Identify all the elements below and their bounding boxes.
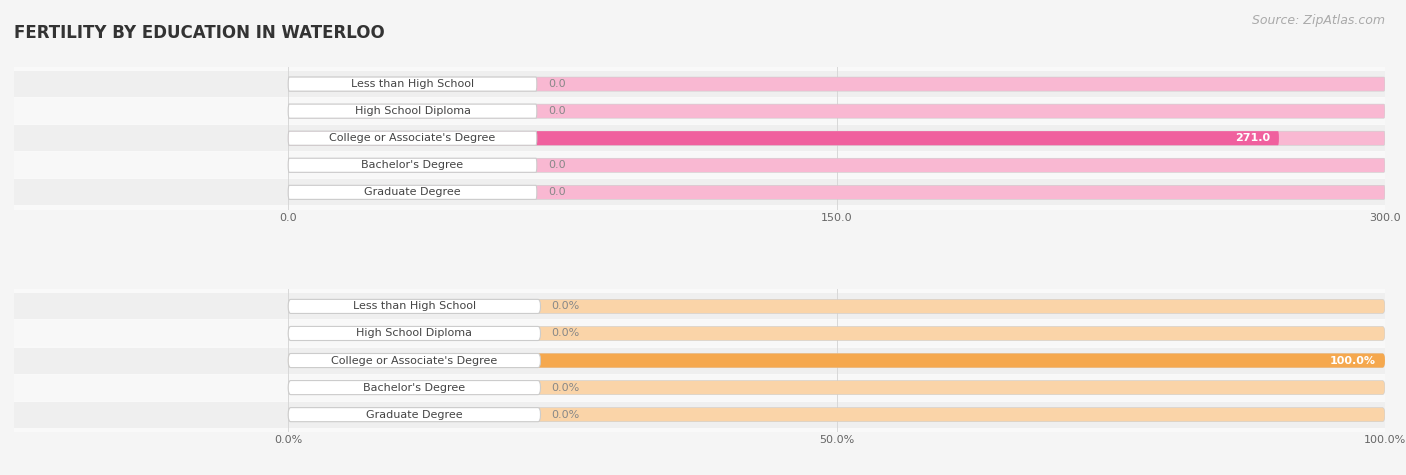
Bar: [14, 98, 1385, 124]
FancyBboxPatch shape: [288, 131, 1279, 145]
Text: Less than High School: Less than High School: [353, 302, 475, 312]
Bar: [14, 294, 1385, 319]
FancyBboxPatch shape: [288, 380, 1385, 395]
FancyBboxPatch shape: [288, 408, 1385, 422]
FancyBboxPatch shape: [288, 326, 1385, 341]
Text: High School Diploma: High School Diploma: [354, 106, 471, 116]
Text: 271.0: 271.0: [1234, 133, 1270, 143]
Text: Bachelor's Degree: Bachelor's Degree: [361, 160, 464, 170]
FancyBboxPatch shape: [288, 77, 537, 91]
Text: Less than High School: Less than High School: [352, 79, 474, 89]
Bar: [14, 321, 1385, 346]
FancyBboxPatch shape: [288, 158, 1385, 172]
Text: College or Associate's Degree: College or Associate's Degree: [329, 133, 496, 143]
Text: 100.0%: 100.0%: [1330, 355, 1376, 366]
FancyBboxPatch shape: [288, 158, 537, 172]
Text: 0.0%: 0.0%: [551, 409, 579, 419]
Text: Graduate Degree: Graduate Degree: [366, 409, 463, 419]
FancyBboxPatch shape: [288, 353, 1385, 368]
Text: 0.0: 0.0: [548, 187, 565, 197]
Text: 0.0%: 0.0%: [551, 302, 579, 312]
Text: Bachelor's Degree: Bachelor's Degree: [363, 382, 465, 393]
FancyBboxPatch shape: [288, 104, 1385, 118]
Bar: [14, 71, 1385, 97]
Text: College or Associate's Degree: College or Associate's Degree: [332, 355, 498, 366]
Bar: [14, 125, 1385, 151]
Text: 0.0: 0.0: [548, 160, 565, 170]
Text: 0.0%: 0.0%: [551, 382, 579, 393]
Text: 0.0%: 0.0%: [551, 329, 579, 339]
FancyBboxPatch shape: [288, 353, 540, 368]
Text: Graduate Degree: Graduate Degree: [364, 187, 461, 197]
Text: 0.0: 0.0: [548, 79, 565, 89]
FancyBboxPatch shape: [288, 299, 1385, 314]
Bar: [14, 348, 1385, 373]
FancyBboxPatch shape: [288, 408, 540, 422]
FancyBboxPatch shape: [288, 185, 537, 200]
FancyBboxPatch shape: [288, 185, 1385, 200]
FancyBboxPatch shape: [288, 131, 1385, 145]
FancyBboxPatch shape: [288, 380, 540, 395]
FancyBboxPatch shape: [288, 104, 537, 118]
FancyBboxPatch shape: [288, 353, 1385, 368]
Text: High School Diploma: High School Diploma: [356, 329, 472, 339]
FancyBboxPatch shape: [288, 299, 540, 314]
Bar: [14, 180, 1385, 205]
Bar: [14, 375, 1385, 400]
FancyBboxPatch shape: [288, 326, 540, 341]
Text: 0.0: 0.0: [548, 106, 565, 116]
Bar: [14, 152, 1385, 178]
FancyBboxPatch shape: [288, 77, 1385, 91]
Bar: [14, 402, 1385, 428]
Text: FERTILITY BY EDUCATION IN WATERLOO: FERTILITY BY EDUCATION IN WATERLOO: [14, 24, 385, 42]
Text: Source: ZipAtlas.com: Source: ZipAtlas.com: [1251, 14, 1385, 27]
FancyBboxPatch shape: [288, 131, 537, 145]
